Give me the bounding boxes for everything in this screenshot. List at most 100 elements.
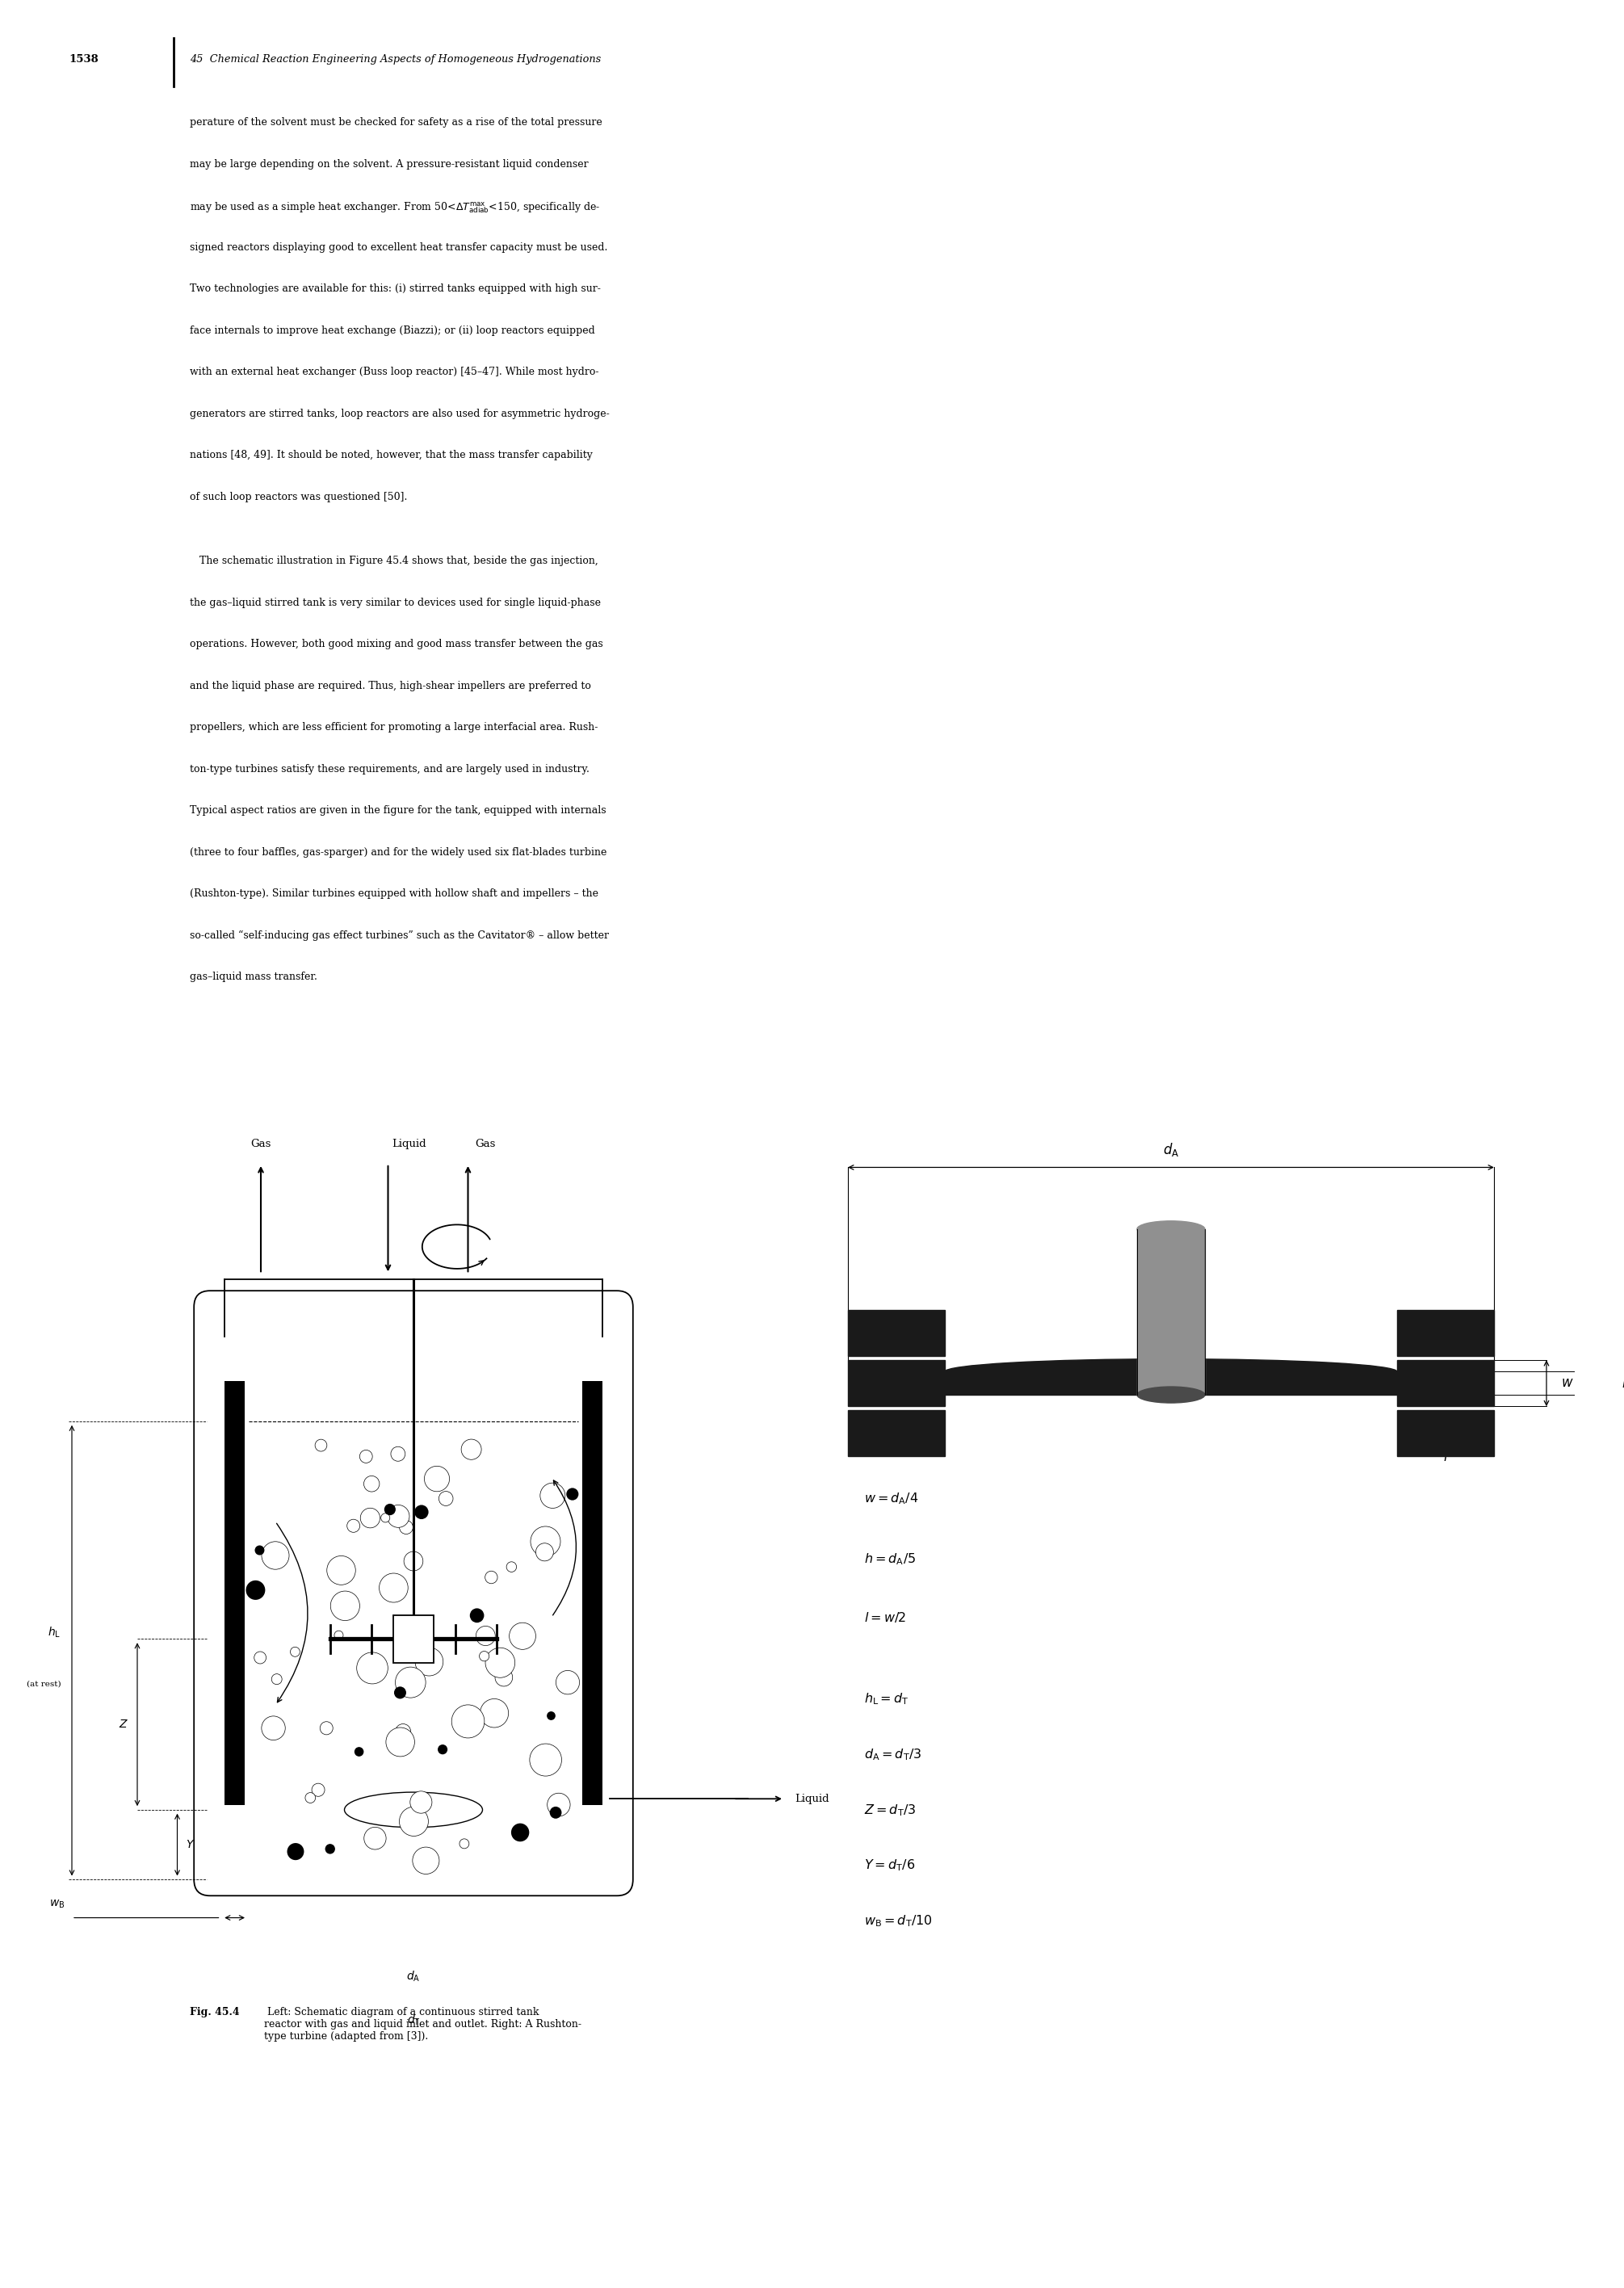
Circle shape xyxy=(529,1743,562,1775)
Circle shape xyxy=(255,1544,265,1556)
Text: $l = w / 2$: $l = w / 2$ xyxy=(864,1611,906,1624)
Text: $d_\mathrm{A}$: $d_\mathrm{A}$ xyxy=(406,1970,421,1984)
Text: face internals to improve heat exchange (Biazzi); or (ii) loop reactors equipped: face internals to improve heat exchange … xyxy=(190,325,594,336)
Circle shape xyxy=(400,1519,412,1535)
Circle shape xyxy=(541,1483,565,1508)
FancyBboxPatch shape xyxy=(193,1290,633,1897)
Text: Left: Schematic diagram of a continuous stirred tank
reactor with gas and liquid: Left: Schematic diagram of a continuous … xyxy=(265,2007,581,2041)
Circle shape xyxy=(414,1506,429,1519)
Circle shape xyxy=(391,1446,406,1462)
Circle shape xyxy=(531,1526,560,1556)
Circle shape xyxy=(354,1748,364,1757)
Text: $d_{\mathrm{A}} = d_{\mathrm{T}} / 3$: $d_{\mathrm{A}} = d_{\mathrm{T}} / 3$ xyxy=(864,1748,922,1762)
Text: signed reactors displaying good to excellent heat transfer capacity must be used: signed reactors displaying good to excel… xyxy=(190,243,607,252)
Text: $w_\mathrm{B}$: $w_\mathrm{B}$ xyxy=(49,1899,65,1910)
Circle shape xyxy=(404,1551,422,1572)
Bar xyxy=(1137,1229,1205,1396)
Text: Fig. 45.4: Fig. 45.4 xyxy=(190,2007,240,2018)
Ellipse shape xyxy=(1137,1222,1205,1238)
Circle shape xyxy=(364,1476,380,1492)
Text: generators are stirred tanks, loop reactors are also used for asymmetric hydroge: generators are stirred tanks, loop react… xyxy=(190,407,609,419)
Circle shape xyxy=(512,1824,529,1842)
Circle shape xyxy=(335,1631,343,1640)
Circle shape xyxy=(320,1721,333,1734)
Circle shape xyxy=(395,1686,406,1698)
Circle shape xyxy=(359,1451,372,1462)
Text: $h_{\mathrm{L}} = d_{\mathrm{T}}$: $h_{\mathrm{L}} = d_{\mathrm{T}}$ xyxy=(864,1691,909,1707)
Text: with an external heat exchanger (Buss loop reactor) [45–47]. While most hydro-: with an external heat exchanger (Buss lo… xyxy=(190,366,599,378)
Circle shape xyxy=(412,1846,438,1874)
Text: of such loop reactors was questioned [50].: of such loop reactors was questioned [50… xyxy=(190,492,408,501)
Circle shape xyxy=(438,1743,448,1755)
Text: ton-type turbines satisfy these requirements, and are largely used in industry.: ton-type turbines satisfy these requirem… xyxy=(190,764,590,773)
Circle shape xyxy=(547,1711,555,1721)
Circle shape xyxy=(495,1668,513,1686)
Circle shape xyxy=(395,1668,425,1698)
Text: $d_\mathrm{A}$: $d_\mathrm{A}$ xyxy=(1163,1142,1179,1158)
Text: nations [48, 49]. It should be noted, however, that the mass transfer capability: nations [48, 49]. It should be noted, ho… xyxy=(190,451,593,460)
Circle shape xyxy=(549,1808,562,1819)
Circle shape xyxy=(486,1647,515,1677)
Polygon shape xyxy=(848,1409,945,1457)
Text: $l$: $l$ xyxy=(1442,1451,1449,1464)
Text: operations. However, both good mixing and good mass transfer between the gas: operations. However, both good mixing an… xyxy=(190,638,603,650)
Circle shape xyxy=(261,1542,289,1570)
Text: (at rest): (at rest) xyxy=(26,1679,62,1686)
Circle shape xyxy=(460,1840,469,1849)
Text: gas–liquid mass transfer.: gas–liquid mass transfer. xyxy=(190,972,317,982)
Ellipse shape xyxy=(1137,1387,1205,1403)
Text: $h = d_{\mathrm{A}} / 5$: $h = d_{\mathrm{A}} / 5$ xyxy=(864,1551,916,1567)
Text: Gas: Gas xyxy=(250,1139,271,1149)
Text: $Y   = d_{\mathrm{T}} / 6$: $Y = d_{\mathrm{T}} / 6$ xyxy=(864,1858,916,1874)
Circle shape xyxy=(400,1808,429,1835)
Circle shape xyxy=(510,1622,536,1650)
Circle shape xyxy=(315,1439,326,1451)
Circle shape xyxy=(469,1608,484,1622)
Circle shape xyxy=(378,1574,408,1602)
Circle shape xyxy=(387,1506,409,1528)
Circle shape xyxy=(411,1792,432,1814)
Circle shape xyxy=(287,1844,304,1860)
Circle shape xyxy=(382,1512,390,1522)
Circle shape xyxy=(385,1503,396,1515)
Text: so-called “self-inducing gas effect turbines” such as the Cavitator® – allow bet: so-called “self-inducing gas effect turb… xyxy=(190,931,609,940)
Circle shape xyxy=(424,1467,450,1492)
Circle shape xyxy=(271,1675,283,1684)
Polygon shape xyxy=(848,1359,945,1407)
Circle shape xyxy=(486,1572,497,1583)
Circle shape xyxy=(312,1782,325,1796)
Bar xyxy=(581,1382,603,1805)
Bar xyxy=(224,1382,245,1805)
Circle shape xyxy=(255,1652,266,1663)
Text: and the liquid phase are required. Thus, high-shear impellers are preferred to: and the liquid phase are required. Thus,… xyxy=(190,682,591,691)
Circle shape xyxy=(245,1581,265,1599)
Circle shape xyxy=(357,1652,388,1684)
Circle shape xyxy=(567,1487,578,1501)
Circle shape xyxy=(361,1508,380,1528)
Text: may be used as a simple heat exchanger. From 50<$\Delta T_{\mathrm{adiab}}^{\mat: may be used as a simple heat exchanger. … xyxy=(190,201,601,215)
Text: 1538: 1538 xyxy=(68,55,99,64)
Text: $h$: $h$ xyxy=(1622,1375,1624,1391)
Circle shape xyxy=(387,1727,414,1757)
Text: Liquid: Liquid xyxy=(796,1794,830,1803)
Circle shape xyxy=(395,1723,411,1739)
Text: Gas: Gas xyxy=(476,1139,495,1149)
Polygon shape xyxy=(848,1311,945,1357)
Text: $d_\mathrm{T}$: $d_\mathrm{T}$ xyxy=(406,2013,421,2027)
Text: the gas–liquid stirred tank is very similar to devices used for single liquid-ph: the gas–liquid stirred tank is very simi… xyxy=(190,597,601,609)
Text: Liquid: Liquid xyxy=(391,1139,425,1149)
Text: $Z   = d_{\mathrm{T}} / 3$: $Z = d_{\mathrm{T}} / 3$ xyxy=(864,1803,916,1817)
Circle shape xyxy=(331,1590,359,1620)
Text: (Rushton-type). Similar turbines equipped with hollow shaft and impellers – the: (Rushton-type). Similar turbines equippe… xyxy=(190,888,598,899)
Text: 45  Chemical Reaction Engineering Aspects of Homogeneous Hydrogenations: 45 Chemical Reaction Engineering Aspects… xyxy=(190,55,601,64)
Text: $Y$: $Y$ xyxy=(187,1840,195,1851)
Circle shape xyxy=(364,1828,387,1849)
Text: Typical aspect ratios are given in the figure for the tank, equipped with intern: Typical aspect ratios are given in the f… xyxy=(190,805,606,817)
Text: $w_{\mathrm{B}} = d_{\mathrm{T}} / 10$: $w_{\mathrm{B}} = d_{\mathrm{T}} / 10$ xyxy=(864,1913,932,1929)
Text: perature of the solvent must be checked for safety as a rise of the total pressu: perature of the solvent must be checked … xyxy=(190,117,603,128)
Circle shape xyxy=(507,1563,516,1572)
Text: The schematic illustration in Figure 45.4 shows that, beside the gas injection,: The schematic illustration in Figure 45.… xyxy=(190,556,598,567)
Text: $h_\mathrm{L}$: $h_\mathrm{L}$ xyxy=(47,1624,62,1638)
Circle shape xyxy=(536,1542,554,1560)
Circle shape xyxy=(305,1792,315,1803)
